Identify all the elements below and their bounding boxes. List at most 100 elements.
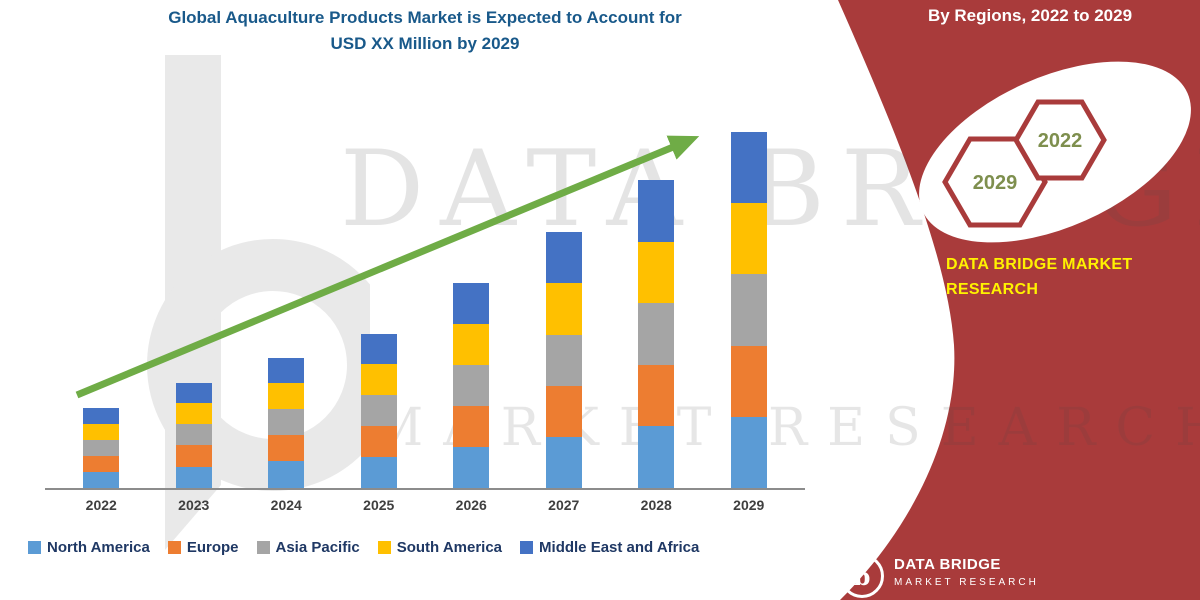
bar-segment-2024-europe — [268, 434, 305, 462]
bar-segment-2026-europe — [453, 405, 490, 447]
footer-logo: b DATA BRIDGE MARKET RESEARCH — [840, 554, 1039, 598]
banner-brand-line-1: DATA BRIDGE MARKET — [946, 256, 1133, 273]
legend-marker-north-america — [28, 541, 41, 554]
legend-label-europe: Europe — [186, 539, 239, 556]
banner-hexagons: 2029 2022 — [919, 61, 1191, 243]
bar-slot-2025 — [333, 333, 426, 488]
bar-segment-2027-asia-pacific — [545, 334, 582, 386]
bar-slot-2024 — [240, 357, 333, 488]
legend-item-europe: Europe — [167, 539, 239, 556]
bar-segment-2026-north-america — [453, 446, 490, 488]
bar-segment-2028-asia-pacific — [638, 303, 675, 365]
plot-area — [45, 132, 805, 490]
x-axis-label-2024: 2024 — [270, 497, 302, 513]
x-axis-label-2028: 2028 — [640, 497, 672, 513]
legend-marker-middle-east-and-africa — [520, 541, 534, 554]
stacked-bar-2022 — [83, 407, 120, 488]
bar-slot-2026 — [425, 282, 518, 488]
chart-title-line-1: Global Aquaculture Products Market is Ex… — [168, 8, 682, 27]
bar-segment-2024-south-america — [268, 383, 305, 409]
stacked-bar-2024 — [268, 357, 305, 488]
hexagon-2029-label: 2029 — [973, 172, 1018, 194]
bar-segment-2022-north-america — [83, 471, 120, 488]
legend-item-middle-east-and-africa: Middle East and Africa — [520, 539, 699, 556]
bar-segment-2028-south-america — [638, 241, 675, 304]
bar-segment-2023-north-america — [175, 466, 212, 488]
bar-segment-2023-europe — [175, 445, 212, 467]
data-bridge-logo-icon: b — [840, 554, 884, 598]
bar-segment-2022-asia-pacific — [83, 439, 120, 456]
banner-brand-line-2: RESEARCH — [946, 281, 1039, 298]
stacked-bar-2027 — [545, 232, 582, 488]
bars-row — [55, 132, 795, 488]
stacked-bar-2028 — [638, 180, 675, 488]
bar-segment-2024-middle-east-and-africa — [268, 357, 305, 384]
legend-marker-europe — [167, 541, 181, 554]
bar-segment-2023-middle-east-and-africa — [175, 382, 212, 404]
bar-segment-2029-middle-east-and-africa — [730, 132, 767, 204]
bar-segment-2029-south-america — [730, 203, 767, 275]
logo-glyph: b — [853, 561, 871, 591]
bar-segment-2025-middle-east-and-africa — [360, 333, 397, 365]
bar-segment-2029-europe — [730, 345, 767, 417]
bar-segment-2028-europe — [638, 364, 675, 427]
legend-marker-south-america — [377, 541, 391, 554]
bar-slot-2023 — [148, 382, 241, 488]
bar-segment-2028-north-america — [638, 426, 675, 488]
footer-logo-subtitle: MARKET RESEARCH — [894, 577, 1039, 588]
bar-segment-2027-south-america — [545, 283, 582, 335]
banner-brand-text: DATA BRIDGE MARKET RESEARCH — [946, 252, 1132, 302]
bar-segment-2023-asia-pacific — [175, 423, 212, 446]
legend-label-north-america: North America — [47, 539, 150, 556]
bar-segment-2024-north-america — [268, 461, 305, 488]
legend-marker-asia-pacific — [256, 541, 270, 554]
bar-segment-2022-middle-east-and-africa — [83, 407, 120, 424]
banner-heading: By Regions, 2022 to 2029 — [927, 6, 1133, 25]
legend-item-asia-pacific: Asia Pacific — [256, 539, 360, 556]
x-axis-line — [45, 488, 805, 490]
x-axis-label-2023: 2023 — [178, 497, 210, 513]
x-axis-label-2025: 2025 — [363, 497, 395, 513]
x-axis-label-2026: 2026 — [455, 497, 487, 513]
chart-legend: North America Europe Asia Pacific South Ame… — [28, 539, 699, 556]
bar-slot-2022 — [55, 407, 148, 488]
bar-segment-2027-north-america — [545, 436, 582, 488]
legend-label-middle-east-and-africa: Middle East and Africa — [539, 539, 700, 556]
stacked-bar-2023 — [175, 382, 212, 488]
bar-segment-2026-asia-pacific — [453, 364, 490, 406]
chart-title: Global Aquaculture Products Market is Ex… — [55, 5, 795, 57]
bar-segment-2025-europe — [360, 426, 397, 458]
legend-item-south-america: South America — [377, 539, 503, 556]
chart-title-line-2: USD XX Million by 2029 — [330, 34, 520, 53]
hexagon-2022-label: 2022 — [1038, 130, 1083, 152]
bar-segment-2027-europe — [545, 385, 582, 437]
bar-slot-2029 — [703, 132, 796, 488]
stacked-bar-2025 — [360, 333, 397, 488]
bar-segment-2029-north-america — [730, 416, 767, 488]
bar-segment-2029-asia-pacific — [730, 274, 767, 346]
bar-slot-2028 — [610, 180, 703, 488]
stacked-bar-2029 — [730, 132, 767, 488]
bar-segment-2027-middle-east-and-africa — [545, 232, 582, 284]
bar-segment-2025-south-america — [360, 364, 397, 396]
bar-segment-2028-middle-east-and-africa — [638, 180, 675, 242]
x-axis-label-2029: 2029 — [733, 497, 765, 513]
x-axis-labels: 2022 2023 2024 2025 2026 2027 2028 2029 — [55, 497, 795, 513]
footer-logo-name: DATA BRIDGE — [894, 556, 1001, 573]
bar-segment-2026-south-america — [453, 323, 490, 365]
legend-item-north-america: North America — [28, 539, 150, 556]
x-axis-label-2022: 2022 — [85, 497, 117, 513]
bar-segment-2025-asia-pacific — [360, 395, 397, 427]
bar-segment-2023-south-america — [175, 403, 212, 424]
legend-label-south-america: South America — [396, 539, 503, 556]
bar-segment-2025-north-america — [360, 457, 397, 488]
x-axis-label-2027: 2027 — [548, 497, 580, 513]
bar-segment-2022-europe — [83, 455, 120, 472]
bar-segment-2022-south-america — [83, 423, 120, 440]
bar-segment-2026-middle-east-and-africa — [453, 282, 490, 324]
hexagon-2022 — [1013, 99, 1107, 181]
bar-slot-2027 — [518, 232, 611, 488]
stacked-bar-2026 — [453, 282, 490, 488]
bar-segment-2024-asia-pacific — [268, 409, 305, 435]
